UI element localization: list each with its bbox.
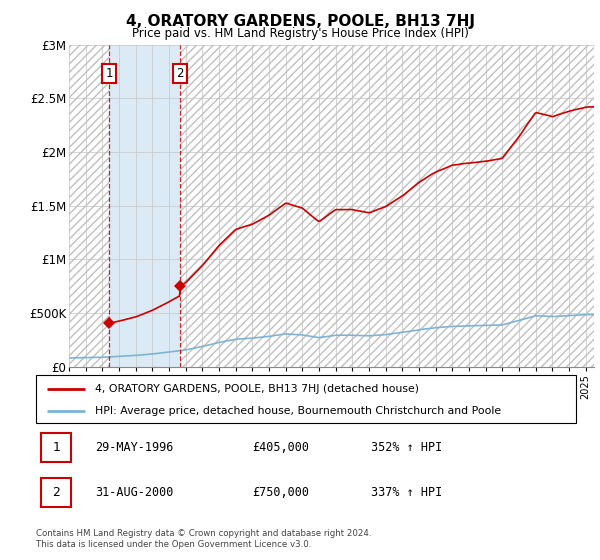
Bar xyxy=(69,45,109,367)
Bar xyxy=(69,45,109,367)
Text: £405,000: £405,000 xyxy=(252,441,309,454)
Text: 337% ↑ HPI: 337% ↑ HPI xyxy=(371,486,442,499)
Text: 4, ORATORY GARDENS, POOLE, BH13 7HJ (detached house): 4, ORATORY GARDENS, POOLE, BH13 7HJ (det… xyxy=(95,384,419,394)
Bar xyxy=(180,45,594,367)
Text: 29-MAY-1996: 29-MAY-1996 xyxy=(95,441,174,454)
Text: HPI: Average price, detached house, Bournemouth Christchurch and Poole: HPI: Average price, detached house, Bour… xyxy=(95,406,502,416)
Bar xyxy=(41,478,71,507)
Text: 2: 2 xyxy=(176,67,184,80)
Text: Price paid vs. HM Land Registry's House Price Index (HPI): Price paid vs. HM Land Registry's House … xyxy=(131,27,469,40)
Bar xyxy=(109,45,180,367)
Text: Contains HM Land Registry data © Crown copyright and database right 2024.
This d: Contains HM Land Registry data © Crown c… xyxy=(36,529,371,549)
Bar xyxy=(180,45,594,367)
Text: 31-AUG-2000: 31-AUG-2000 xyxy=(95,486,174,499)
Text: 352% ↑ HPI: 352% ↑ HPI xyxy=(371,441,442,454)
Text: 1: 1 xyxy=(106,67,113,80)
Text: 4, ORATORY GARDENS, POOLE, BH13 7HJ: 4, ORATORY GARDENS, POOLE, BH13 7HJ xyxy=(125,14,475,29)
Bar xyxy=(41,433,71,462)
Text: 1: 1 xyxy=(52,441,60,454)
Text: £750,000: £750,000 xyxy=(252,486,309,499)
Text: 2: 2 xyxy=(52,486,60,499)
